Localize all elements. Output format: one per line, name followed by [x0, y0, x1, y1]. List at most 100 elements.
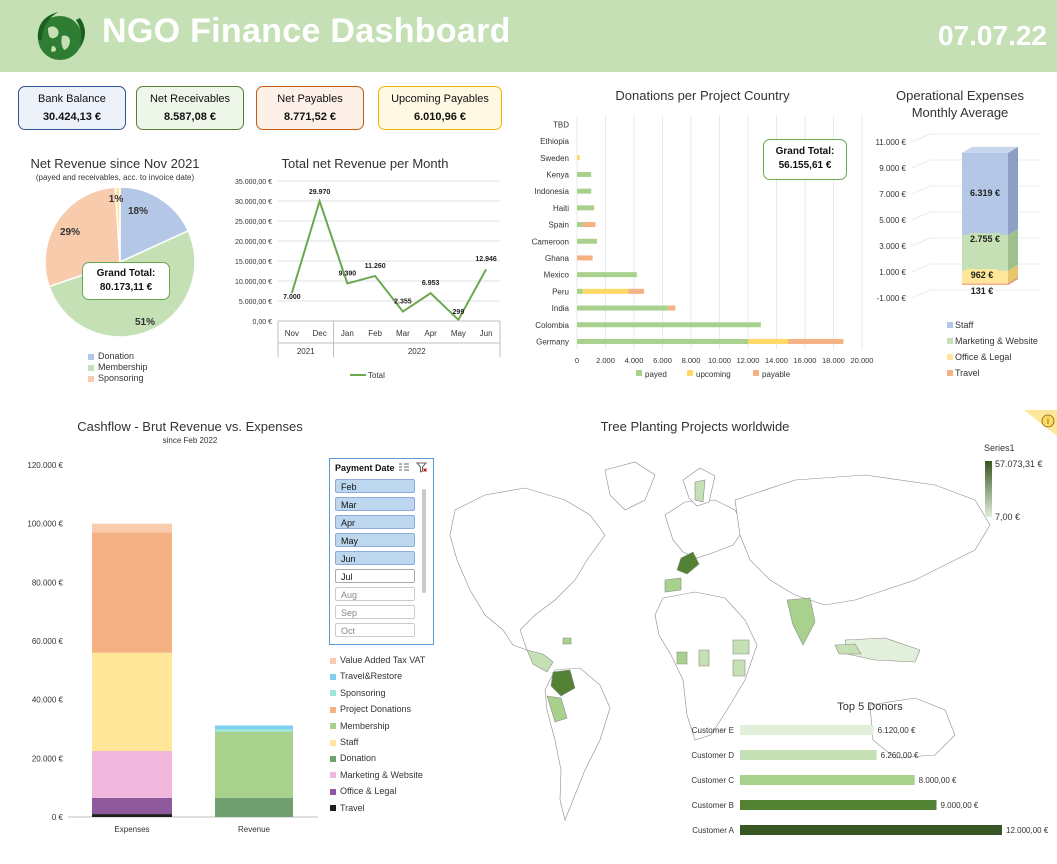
cashflow-bar-segment [92, 652, 172, 751]
data-label: 7.000 [283, 294, 301, 301]
pie-grand-total-box: Grand Total: 80.173,11 € [82, 262, 170, 300]
x-tick-label: 8.000 [682, 356, 701, 365]
info-icon[interactable]: i [1024, 410, 1057, 436]
map-legend-min: 7,00 € [995, 512, 1021, 522]
kpi-value: 6.010,96 € [414, 111, 466, 123]
multi-select-icon[interactable] [398, 462, 410, 473]
slicer-item-jul[interactable]: Jul [335, 569, 415, 583]
legend-swatch [636, 370, 642, 376]
donor-label: Customer E [692, 726, 734, 735]
x-tick-label: 16.000 [794, 356, 817, 365]
pie-slice [119, 186, 190, 264]
legend-swatch [88, 364, 94, 371]
y-tick-label: 120.000 € [27, 461, 63, 470]
y-tick-label: 10.000,00 € [235, 279, 272, 286]
legend-swatch [330, 772, 336, 779]
legend-label: upcoming [696, 370, 731, 379]
opex-bar-side [1008, 146, 1018, 235]
ethiopia-shape [732, 639, 750, 655]
slicer-item-sep[interactable]: Sep [335, 605, 415, 619]
sweden-shape [694, 479, 706, 503]
donation-bar-segment [577, 288, 583, 294]
data-label: 6.953 [422, 280, 440, 287]
indonesia-shape [834, 643, 862, 655]
slicer-scrollbar[interactable] [422, 489, 426, 593]
opex-bar-side [1008, 277, 1018, 285]
donation-bar-segment [668, 305, 676, 311]
donor-label: Customer B [692, 801, 734, 810]
kpi-card-0: Bank Balance 30.424,13 € [18, 86, 126, 130]
donation-bar-segment [577, 188, 592, 194]
category-label: Peru [552, 287, 569, 296]
donation-bar-segment [577, 338, 748, 344]
donations-total-value: 56.155,61 € [778, 160, 832, 171]
slicer-item-feb[interactable]: Feb [335, 479, 415, 493]
opex-bar-top [962, 146, 1018, 153]
x-tick-label: Revenue [238, 825, 271, 834]
pie-total-label: Grand Total: [96, 268, 156, 279]
cashflow-bar-segment [215, 731, 293, 798]
opex-bar-segment [962, 283, 1008, 285]
cashflow-bar-segment [92, 797, 172, 815]
pie-title: Net Revenue since Nov 2021 [30, 156, 200, 171]
donor-bar [740, 800, 937, 810]
y-tick-label: 3.000 € [879, 242, 906, 251]
cashflow-bar-segment [92, 751, 172, 798]
clear-filter-icon[interactable] [416, 462, 428, 473]
donation-bar-segment [577, 171, 592, 177]
y-tick-label: 15.000,00 € [235, 259, 272, 266]
legend-label: Value Added Tax VAT [340, 655, 426, 665]
kpi-value: 30.424,13 € [42, 111, 102, 123]
donations-grand-total-box: Grand Total: 56.155,61 € [763, 139, 847, 180]
slicer-item-mar[interactable]: Mar [335, 497, 415, 511]
opex-data-label: 6.319 € [970, 188, 1000, 198]
opex-data-label: 2.755 € [970, 234, 1000, 244]
x-tick-label: 12.000 [737, 356, 760, 365]
kenya-shape [732, 659, 746, 677]
slicer-item-may[interactable]: May [335, 533, 415, 547]
y-tick-label: 11.000 € [875, 138, 906, 147]
legend-swatch [330, 657, 336, 664]
donation-bar-segment [577, 222, 583, 228]
cashflow-legend-item: Value Added Tax VAT [330, 655, 425, 665]
europe-shape [664, 499, 746, 559]
donor-value-label: 9.000,00 € [941, 801, 979, 810]
slicer-title: Payment Date [335, 463, 395, 473]
x-tick-label: May [451, 329, 466, 338]
legend-label: Staff [955, 320, 974, 330]
payment-date-slicer[interactable]: Payment Date Feb Mar Apr May Jun Jul Aug Sep Oct [329, 458, 434, 645]
data-label: 29.970 [309, 189, 331, 196]
cashflow-legend-item: Staff [330, 737, 358, 747]
svg-text:i: i [1047, 416, 1049, 426]
donors-title: Top 5 Donors [837, 701, 903, 713]
cashflow-legend-item: Donation [330, 753, 376, 763]
donation-bar-segment [628, 288, 644, 294]
y-tick-label: 100.000 € [27, 520, 63, 529]
category-label: Haiti [553, 204, 569, 213]
donation-bar-segment [748, 338, 788, 344]
peru-shape [546, 695, 568, 723]
category-label: Mexico [544, 271, 570, 280]
slicer-item-aug[interactable]: Aug [335, 587, 415, 601]
legend-label: Travel [340, 802, 365, 813]
x-tick-label: 14.000 [765, 356, 788, 365]
kpi-card-1: Net Receivables 8.587,08 € [136, 86, 244, 130]
top-donors-bar-chart: Customer E 6.120,00 € Customer D 6.260,00 €… [691, 725, 1049, 835]
map-legend-max: 57.073,31 € [995, 459, 1043, 469]
donation-bar-segment [577, 272, 637, 278]
slicer-item-jun[interactable]: Jun [335, 551, 415, 565]
revenue-line [290, 197, 488, 322]
legend-label: Project Donations [340, 704, 412, 715]
slicer-item-oct[interactable]: Oct [335, 623, 415, 637]
opex-data-label: 962 € [971, 270, 994, 280]
revenue-per-month-line-chart: 35.000,00 € 30.000,00 € 25.000,00 € 20.000,… [235, 179, 501, 380]
legend-label: payed [645, 370, 667, 379]
cashflow-legend-item: Travel [330, 803, 365, 813]
slicer-item-apr[interactable]: Apr [335, 515, 415, 529]
year-label: 2021 [297, 347, 315, 356]
y-tick-label: 5.000 € [879, 216, 906, 225]
data-label: 2.355 [394, 299, 412, 306]
legend-swatch [88, 353, 94, 360]
pie-total-value: 80.173,11 € [99, 282, 153, 293]
kpi-card-3: Upcoming Payables 6.010,96 € [378, 86, 502, 130]
